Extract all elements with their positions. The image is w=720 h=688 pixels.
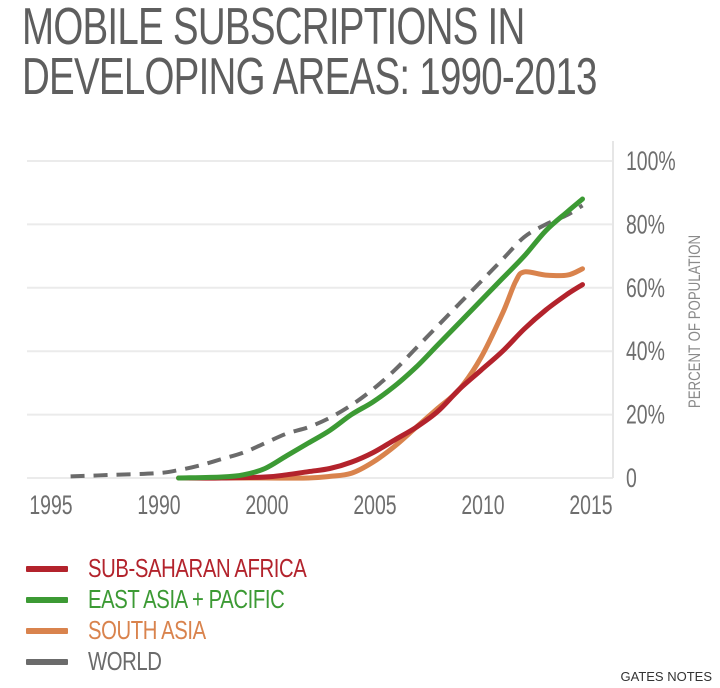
legend-swatch [26, 565, 68, 572]
series-lines [70, 196, 585, 481]
y-tick-label: 40% [626, 336, 665, 366]
y-tick-label: 100% [626, 146, 676, 176]
legend-swatch [26, 596, 68, 603]
y-tick-label: 20% [626, 399, 665, 429]
x-tick-label: 2015 [569, 490, 612, 520]
y-tick-label: 60% [626, 273, 665, 303]
y-axis-ticks: 0 20% 40% 60% 80% 100% [626, 146, 676, 493]
series-line-south-asia [219, 266, 585, 481]
legend-item-sub-saharan-africa: SUB-SAHARAN AFRICA [26, 553, 368, 584]
x-tick-label: 2000 [245, 490, 288, 520]
series-line-world [70, 203, 584, 479]
y-tick-label: 0 [626, 463, 637, 493]
legend: SUB-SAHARAN AFRICA EAST ASIA + PACIFIC S… [26, 553, 368, 677]
x-tick-label: 2010 [461, 490, 504, 520]
legend-label: SUB-SAHARAN AFRICA [88, 553, 307, 583]
y-tick-label: 80% [626, 209, 665, 239]
series-line-sub-saharan-africa [176, 282, 585, 481]
y-axis-label: PERCENT OF POPULATION [686, 235, 705, 408]
line-chart: 1995 1990 2000 2005 2010 2015 0 20% 40% 60% 80% 10… [27, 141, 705, 520]
chart-title-line-1: MOBILE SUBSCRIPTIONS IN [22, 0, 525, 56]
x-tick-label: 1990 [137, 490, 180, 520]
gridlines [27, 160, 613, 479]
legend-label: WORLD [88, 646, 162, 676]
legend-swatch [26, 658, 68, 665]
legend-label: EAST ASIA + PACIFIC [88, 584, 285, 614]
x-tick-label: 1995 [29, 490, 72, 520]
chart-title-line-2: DEVELOPING AREAS: 1990-2013 [22, 48, 597, 106]
legend-item-east-asia-pacific: EAST ASIA + PACIFIC [26, 584, 368, 615]
source-credit: GATES NOTES [620, 669, 713, 684]
legend-label: SOUTH ASIA [88, 615, 206, 645]
legend-swatch [26, 627, 68, 634]
series-line-east-asia-pacific [176, 196, 585, 481]
chart-title: MOBILE SUBSCRIPTIONS IN DEVELOPING AREAS… [22, 0, 597, 106]
x-axis-ticks: 1995 1990 2000 2005 2010 2015 [29, 490, 612, 520]
x-tick-label: 2005 [353, 490, 396, 520]
legend-item-south-asia: SOUTH ASIA [26, 615, 368, 646]
legend-item-world: WORLD [26, 646, 368, 677]
